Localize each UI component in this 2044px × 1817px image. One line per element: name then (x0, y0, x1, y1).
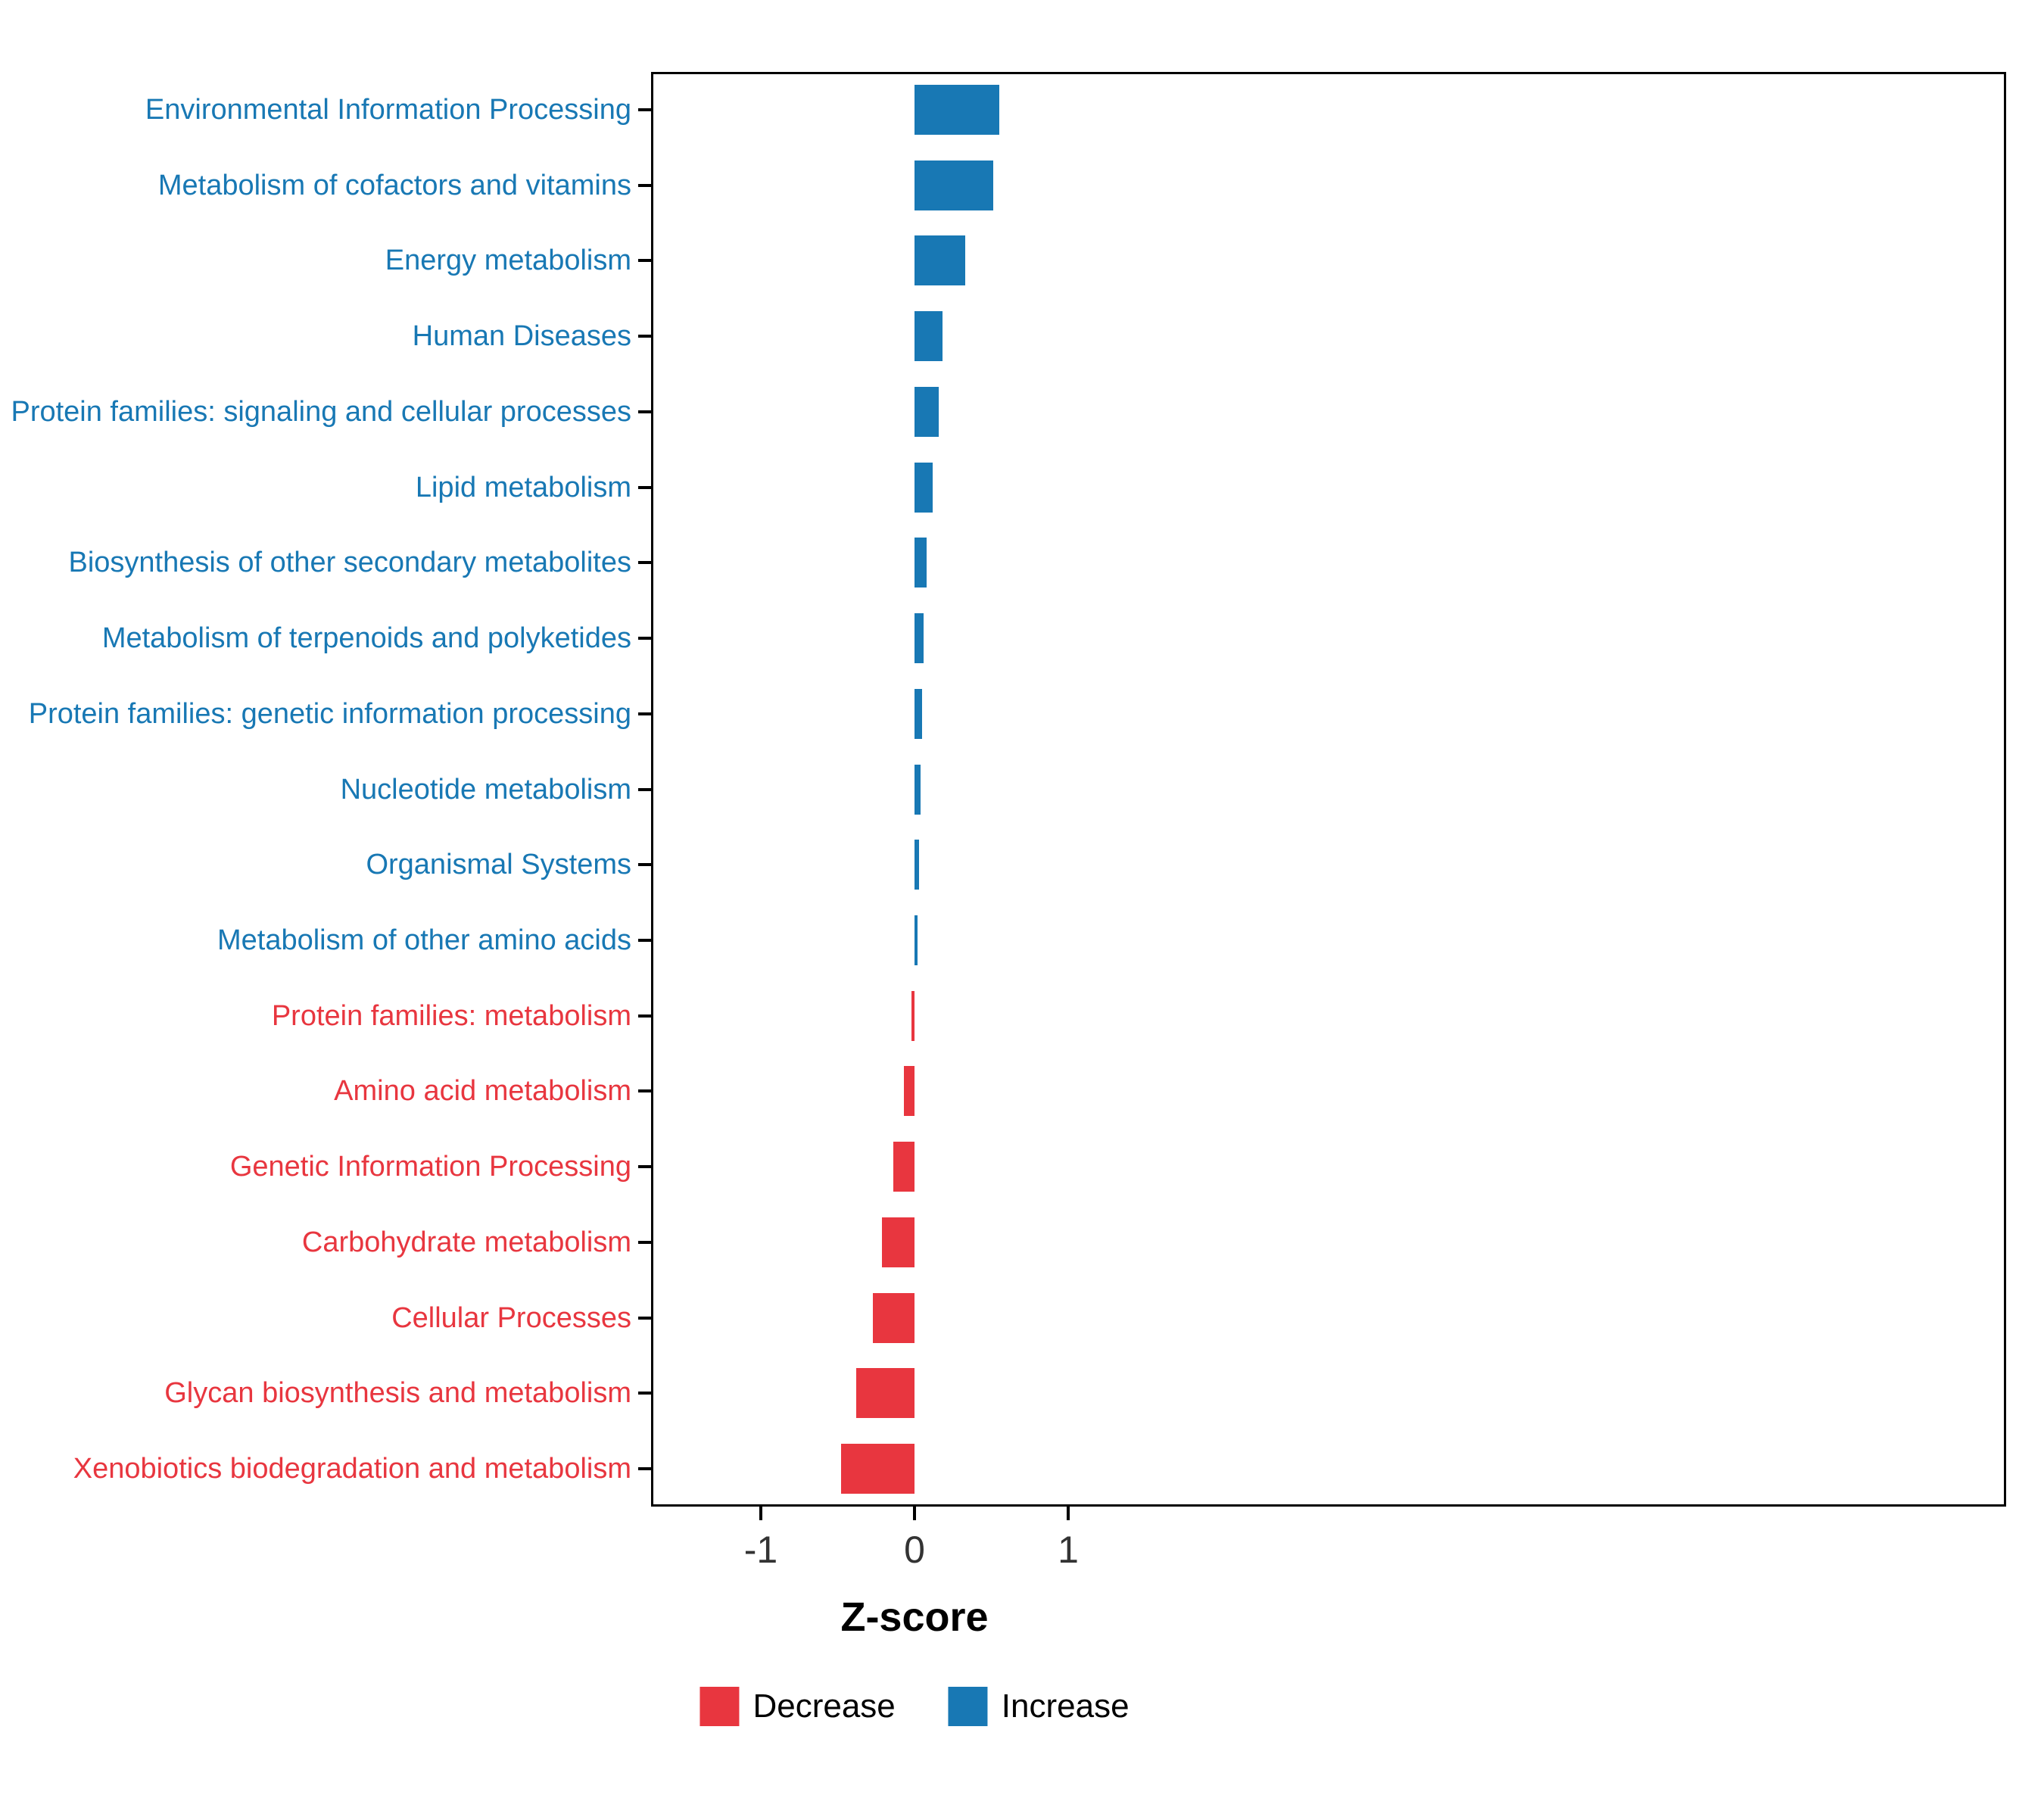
y-axis-label: Biosynthesis of other secondary metaboli… (68, 547, 631, 579)
y-axis-label: Protein families: signaling and cellular… (11, 395, 631, 428)
y-tick-mark (638, 938, 651, 942)
legend-item-increase: Increase (948, 1687, 1129, 1726)
x-tick-mark (913, 1507, 916, 1520)
y-axis-label: Human Diseases (412, 320, 631, 353)
y-tick-mark (638, 410, 651, 413)
y-axis-label: Metabolism of cofactors and vitamins (157, 169, 631, 201)
y-axis-label: Carbohydrate metabolism (301, 1226, 631, 1258)
bar (915, 160, 993, 210)
y-tick-mark (638, 712, 651, 715)
y-tick-mark (638, 259, 651, 263)
bar (915, 84, 999, 135)
x-tick-mark (1067, 1507, 1070, 1520)
y-axis-label: Metabolism of terpenoids and polyketides (101, 622, 631, 655)
bar (893, 1142, 915, 1192)
y-axis-label: Amino acid metabolism (334, 1075, 631, 1108)
bar (882, 1217, 915, 1267)
y-tick-mark (638, 787, 651, 791)
bar (915, 764, 921, 815)
bar (911, 990, 915, 1041)
bar (915, 840, 920, 890)
bar (915, 688, 923, 739)
y-tick-mark (638, 485, 651, 489)
bar (873, 1292, 915, 1343)
legend: Decrease Increase (700, 1687, 1129, 1726)
y-axis-label: Environmental Information Processing (145, 93, 631, 126)
bar (915, 613, 924, 664)
bar (915, 235, 965, 286)
legend-label-decrease: Decrease (752, 1688, 896, 1725)
y-tick-mark (638, 1240, 651, 1244)
bar (915, 462, 933, 513)
bar (855, 1368, 915, 1419)
bar (915, 915, 918, 965)
x-tick-label: 0 (904, 1529, 925, 1571)
legend-swatch-decrease (700, 1687, 740, 1726)
x-axis-title: Z-score (840, 1594, 989, 1640)
y-tick-mark (638, 108, 651, 111)
bar (915, 538, 927, 588)
legend-item-decrease: Decrease (700, 1687, 896, 1726)
bar (840, 1444, 915, 1494)
legend-label-increase: Increase (1001, 1688, 1129, 1725)
y-axis-label: Metabolism of other amino acids (217, 924, 631, 956)
y-tick-mark (638, 183, 651, 187)
x-tick-label: 1 (1058, 1529, 1079, 1571)
y-axis-label: Xenobiotics biodegradation and metabolis… (73, 1453, 631, 1485)
y-tick-mark (638, 637, 651, 640)
y-axis-label: Genetic Information Processing (229, 1151, 631, 1183)
y-tick-mark (638, 335, 651, 338)
x-tick-label: -1 (743, 1529, 778, 1571)
y-axis-label: Organismal Systems (366, 849, 631, 881)
y-axis-label: Protein families: metabolism (271, 999, 631, 1032)
y-tick-mark (638, 1392, 651, 1395)
x-tick-mark (759, 1507, 762, 1520)
bar (915, 311, 943, 362)
y-tick-mark (638, 1165, 651, 1169)
y-tick-mark (638, 1316, 651, 1320)
y-tick-mark (638, 1467, 651, 1471)
y-tick-mark (638, 863, 651, 867)
y-tick-mark (638, 561, 651, 565)
y-axis-label: Energy metabolism (385, 245, 631, 277)
bar (903, 1066, 915, 1117)
y-tick-mark (638, 1089, 651, 1093)
y-axis-label: Lipid metabolism (415, 471, 631, 503)
plot-panel (651, 72, 2006, 1507)
y-tick-mark (638, 1014, 651, 1018)
y-axis-label: Glycan biosynthesis and metabolism (164, 1377, 631, 1410)
y-axis-label: Nucleotide metabolism (340, 773, 631, 806)
bar (915, 386, 939, 437)
y-axis-label: Cellular Processes (391, 1301, 631, 1334)
y-axis-label: Protein families: genetic information pr… (28, 697, 631, 730)
legend-swatch-increase (948, 1687, 988, 1726)
